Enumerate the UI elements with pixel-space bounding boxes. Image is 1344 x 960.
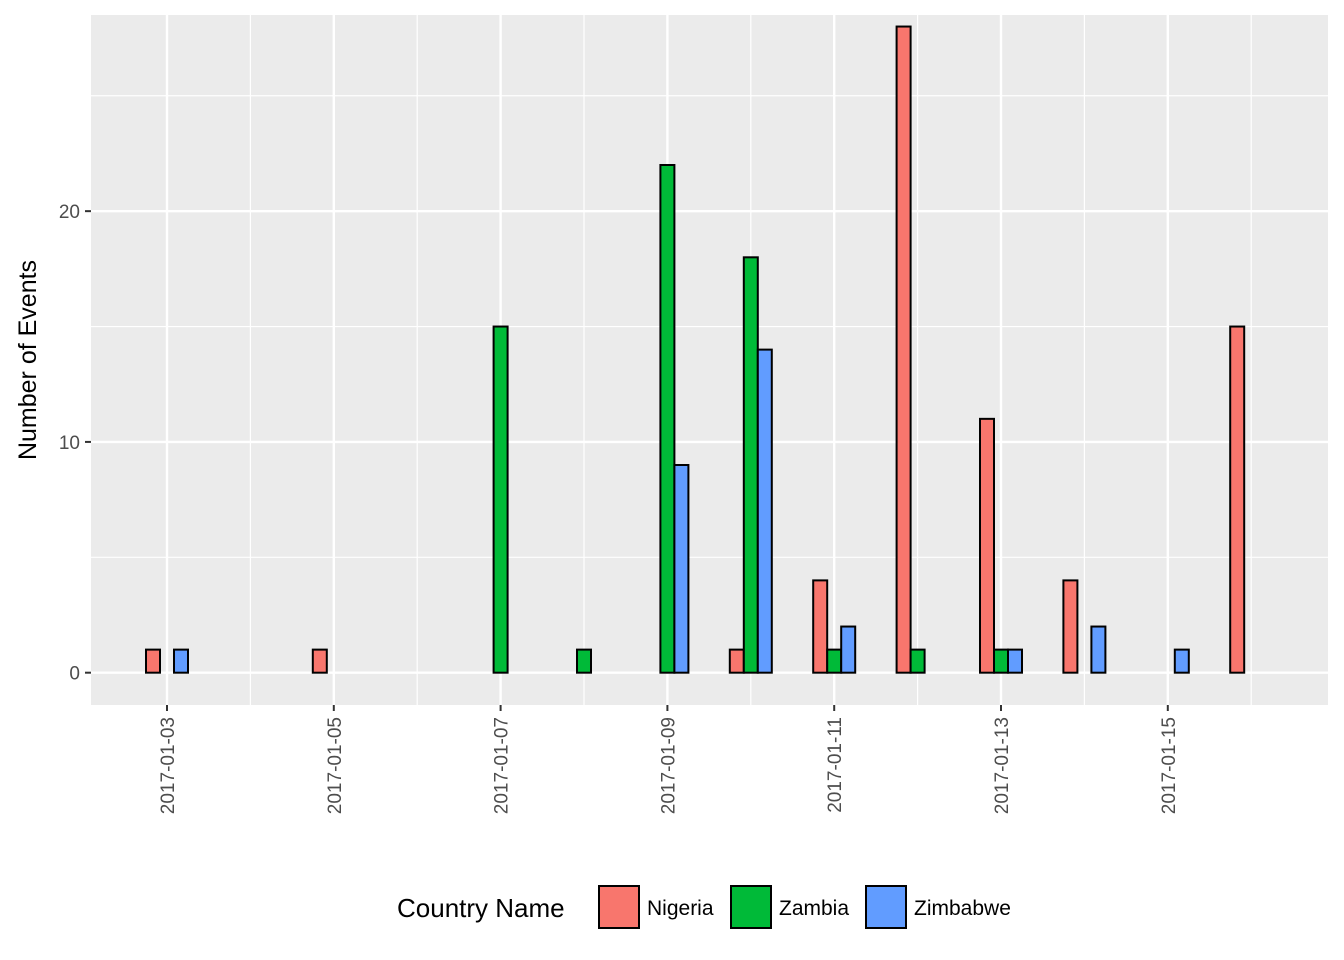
y-axis: 0 10 20 bbox=[59, 202, 91, 685]
bar-zambia-2017-01-11 bbox=[826, 648, 843, 674]
bar-zimbabwe-2017-01-10 bbox=[756, 348, 773, 674]
bar-zambia-2017-01-09 bbox=[659, 164, 676, 674]
legend-label-zimbabwe: Zimbabwe bbox=[914, 897, 1011, 920]
bar-zimbabwe-2017-01-13 bbox=[1007, 648, 1023, 674]
bar-zimbabwe-2017-01-15 bbox=[1173, 648, 1190, 674]
x-tick-label: 2017-01-11 bbox=[825, 717, 846, 813]
bar-nigeria-2017-01-16 bbox=[1229, 325, 1246, 674]
legend-label-nigeria: Nigeria bbox=[647, 897, 714, 920]
legend-key-zambia bbox=[730, 885, 772, 929]
legend-key-nigeria bbox=[598, 885, 640, 929]
bar-zambia-2017-01-07 bbox=[492, 325, 509, 674]
y-tick-label: 10 bbox=[59, 433, 80, 454]
x-tick-label: 2017-01-05 bbox=[325, 717, 346, 814]
bar-nigeria-2017-01-03 bbox=[145, 648, 161, 674]
y-tick-label: 0 bbox=[69, 664, 80, 685]
y-tick-label: 20 bbox=[59, 202, 80, 223]
x-tick-label: 2017-01-09 bbox=[658, 717, 679, 814]
bars bbox=[145, 25, 1246, 674]
x-axis: 2017-01-03 2017-01-05 2017-01-07 2017-01-09… bbox=[158, 705, 1180, 814]
legend-label-zambia: Zambia bbox=[779, 897, 849, 920]
x-tick-label: 2017-01-13 bbox=[992, 717, 1013, 814]
bar-nigeria-2017-01-12 bbox=[895, 25, 912, 674]
bar-zambia-2017-01-13 bbox=[993, 648, 1009, 674]
x-tick-label: 2017-01-03 bbox=[158, 717, 179, 814]
bar-nigeria-2017-01-14 bbox=[1062, 579, 1079, 674]
y-axis-title: Number of Events bbox=[14, 260, 42, 460]
bar-zambia-2017-01-08 bbox=[576, 648, 592, 674]
bar-nigeria-2017-01-13 bbox=[979, 417, 995, 674]
plot-panel bbox=[91, 15, 1328, 705]
bar-zimbabwe-2017-01-09 bbox=[673, 464, 690, 674]
bar-zimbabwe-2017-01-14 bbox=[1090, 625, 1107, 674]
bar-nigeria-2017-01-11 bbox=[812, 579, 829, 674]
x-tick-label: 2017-01-15 bbox=[1159, 717, 1180, 814]
legend-title: Country Name bbox=[397, 893, 565, 923]
bar-zambia-2017-01-12 bbox=[909, 648, 926, 674]
legend-key-zimbabwe bbox=[865, 885, 907, 929]
bar-nigeria-2017-01-05 bbox=[311, 648, 328, 674]
legend: Country Name Nigeria Zambia Zimbabwe bbox=[397, 885, 1011, 929]
x-tick-label: 2017-01-07 bbox=[492, 717, 513, 814]
bar-nigeria-2017-01-10 bbox=[728, 648, 745, 674]
minor-gridlines bbox=[91, 15, 1328, 705]
bar-zimbabwe-2017-01-03 bbox=[173, 648, 189, 674]
bar-zambia-2017-01-10 bbox=[742, 256, 759, 674]
bar-zimbabwe-2017-01-11 bbox=[840, 625, 857, 674]
